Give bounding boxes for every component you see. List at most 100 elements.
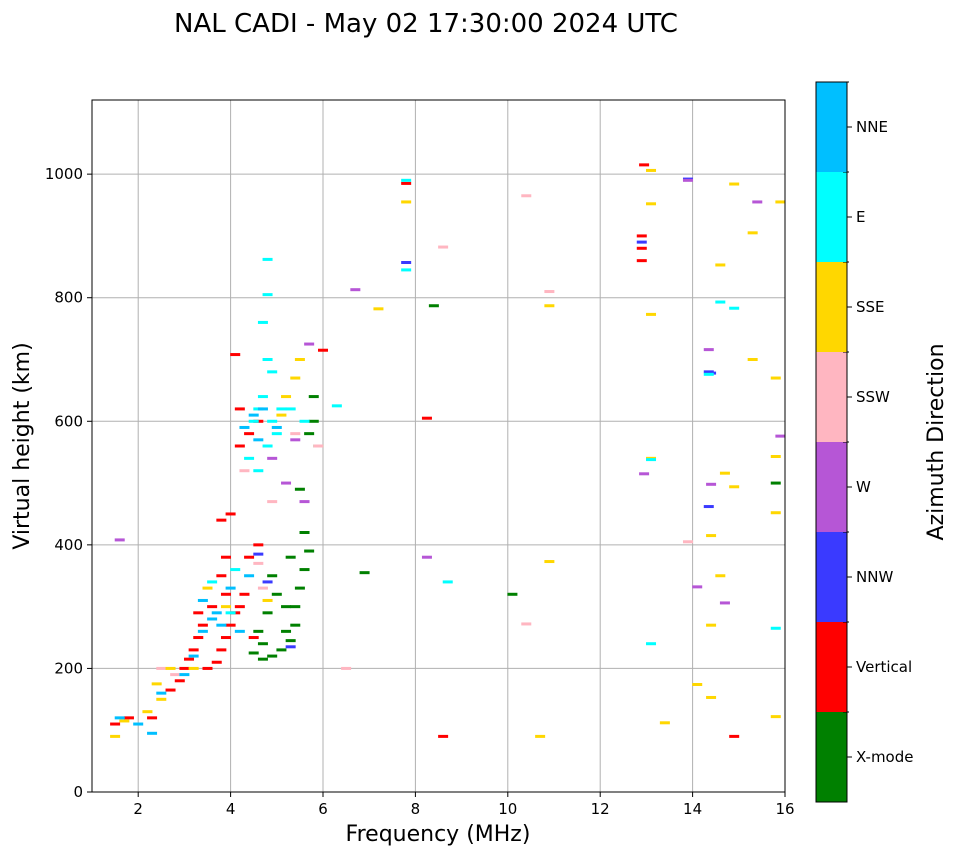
data-point [507,592,518,596]
data-point [290,438,301,442]
data-point [156,691,167,695]
data-point [230,568,241,572]
data-point [636,234,647,238]
data-point [639,472,650,476]
colorbar-label-x-mode: X-mode [856,748,913,766]
data-point [729,734,740,738]
data-point [147,716,158,720]
data-point [747,358,758,361]
data-point [770,511,781,515]
data-point [313,444,324,448]
data-point [636,259,647,263]
data-point [359,571,370,575]
data-point [193,611,204,615]
x-tick-label: 12 [591,800,610,818]
data-point [719,601,730,605]
x-tick-label: 16 [775,800,794,818]
data-point [262,257,273,261]
data-point [257,642,268,646]
data-point [438,245,449,249]
data-point [151,682,162,686]
data-point [179,673,190,677]
data-point [165,688,176,692]
colorbar-label-e: E [856,208,865,226]
data-point [225,586,236,590]
data-point [373,307,384,311]
data-point [421,555,432,559]
colorbar-label-nne: NNE [856,118,888,136]
data-point [715,263,726,267]
data-point [646,458,657,462]
data-point [331,404,342,408]
data-point [239,469,250,473]
data-point [225,611,236,615]
data-point [262,598,273,602]
data-point [276,407,287,411]
data-point [706,695,717,699]
data-point [133,722,144,726]
data-point [401,178,412,182]
x-tick-label: 6 [318,800,328,818]
data-point [188,666,199,670]
colorbar-swatch [816,172,847,262]
data-point [281,629,292,633]
data-point [262,580,273,584]
data-point [770,626,781,630]
data-point [706,534,717,538]
data-point [220,636,231,640]
data-point [659,721,670,725]
data-point [299,568,310,572]
colorbar-swatch [816,82,847,172]
data-point [285,645,296,649]
data-point [299,500,310,504]
series-vertical [110,163,740,738]
data-point [636,240,647,244]
data-point [248,636,259,640]
x-tick-label: 2 [133,800,143,818]
data-point [401,181,412,185]
data-point [775,434,786,438]
colorbar-swatch [816,532,847,622]
y-tick-label: 1000 [45,165,83,183]
y-tick-label: 600 [54,412,83,430]
data-point [225,512,236,516]
data-point [142,710,153,714]
y-tick-label: 0 [73,783,83,801]
data-point [207,617,218,621]
data-point [770,376,781,380]
data-point [706,482,717,486]
data-point [775,200,786,204]
data-point [257,395,268,399]
data-point [156,666,167,670]
data-point [253,543,264,547]
colorbar-swatch [816,622,847,712]
data-point [165,666,176,670]
colorbar-label-vertical: Vertical [856,658,912,676]
data-point [276,648,287,652]
data-point [211,611,222,615]
colorbar-swatch [816,442,847,532]
colorbar-swatch [816,712,847,802]
data-point [197,598,208,602]
data-point [156,697,167,701]
data-point [304,549,315,553]
data-point [299,531,310,534]
data-point [253,438,264,442]
data-point [682,540,693,544]
data-point [304,432,315,436]
data-point [271,592,282,596]
data-point [421,416,432,420]
data-point [646,202,657,206]
data-point [197,623,208,627]
data-point [225,623,236,627]
data-point [123,716,134,720]
data-point [253,469,264,473]
data-point [281,605,292,609]
data-point [174,679,185,683]
data-point [114,716,125,720]
data-point [234,605,245,609]
data-point [253,561,264,565]
data-point [253,629,264,633]
data-point [253,552,264,556]
